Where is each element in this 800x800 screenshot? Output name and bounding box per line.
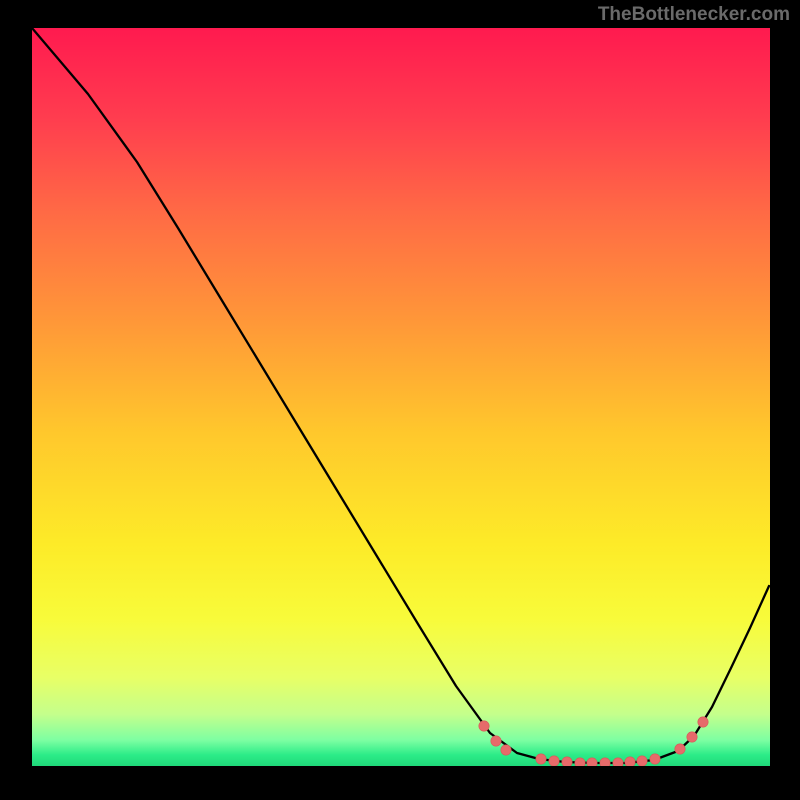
curve-marker <box>613 758 623 766</box>
chart-curve-layer <box>32 28 770 766</box>
curve-marker <box>600 758 610 766</box>
curve-marker <box>536 754 546 764</box>
curve-marker <box>549 756 559 766</box>
curve-marker <box>575 758 585 766</box>
curve-marker <box>687 732 697 742</box>
bottleneck-curve <box>32 28 769 763</box>
curve-marker <box>501 745 511 755</box>
curve-marker <box>562 757 572 766</box>
watermark-text: TheBottlenecker.com <box>598 4 790 26</box>
curve-marker <box>650 754 660 764</box>
curve-marker <box>587 758 597 766</box>
curve-marker <box>698 717 708 727</box>
curve-marker <box>637 756 647 766</box>
plot-area <box>32 28 770 766</box>
curve-markers <box>479 717 708 766</box>
curve-marker <box>491 736 501 746</box>
curve-marker <box>625 757 635 766</box>
curve-marker <box>675 744 685 754</box>
curve-marker <box>479 721 489 731</box>
